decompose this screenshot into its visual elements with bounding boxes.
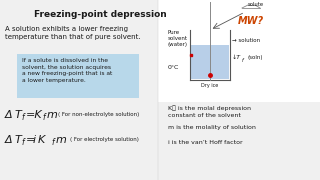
Text: K₟ is the molal depression
constant of the solvent: K₟ is the molal depression constant of t… <box>168 105 251 118</box>
Text: m: m <box>47 110 58 120</box>
Text: f: f <box>242 58 244 63</box>
Text: 0°C: 0°C <box>168 65 180 70</box>
Text: Freezing-point depression: Freezing-point depression <box>34 10 166 19</box>
Text: f: f <box>21 138 24 147</box>
Text: f: f <box>21 113 24 122</box>
Text: Δ: Δ <box>5 110 12 120</box>
Text: m: m <box>56 135 67 145</box>
Text: A solution exhibits a lower freezing
temperature than that of pure solvent.: A solution exhibits a lower freezing tem… <box>5 26 140 40</box>
Text: ( For electrolyte solution): ( For electrolyte solution) <box>70 137 139 142</box>
FancyBboxPatch shape <box>17 54 139 98</box>
Text: → solution: → solution <box>232 38 260 43</box>
Text: f: f <box>51 138 54 147</box>
Text: If a solute is dissolved in the
solvent, the solution acquires
a new freezing-po: If a solute is dissolved in the solvent,… <box>22 58 112 83</box>
Text: i: i <box>33 135 36 145</box>
Text: solute: solute <box>248 2 264 7</box>
Text: (soln): (soln) <box>247 55 262 60</box>
FancyBboxPatch shape <box>191 45 229 79</box>
Text: ( For non-electrolyte solution): ( For non-electrolyte solution) <box>58 112 139 117</box>
Text: Dry ice: Dry ice <box>201 83 219 88</box>
FancyBboxPatch shape <box>158 0 320 102</box>
Text: m is the molality of solution: m is the molality of solution <box>168 125 256 130</box>
Text: T: T <box>15 110 22 120</box>
Text: T: T <box>15 135 22 145</box>
Text: Δ: Δ <box>5 135 12 145</box>
Text: ↓T: ↓T <box>232 55 241 60</box>
Text: =K: =K <box>26 110 43 120</box>
Text: f: f <box>42 113 44 122</box>
Text: i is the van’t Hoff factor: i is the van’t Hoff factor <box>168 140 243 145</box>
Text: K: K <box>38 135 45 145</box>
Text: =: = <box>26 135 36 145</box>
Text: MW?: MW? <box>238 16 264 26</box>
Text: Pure
solvent
(water): Pure solvent (water) <box>168 30 188 47</box>
